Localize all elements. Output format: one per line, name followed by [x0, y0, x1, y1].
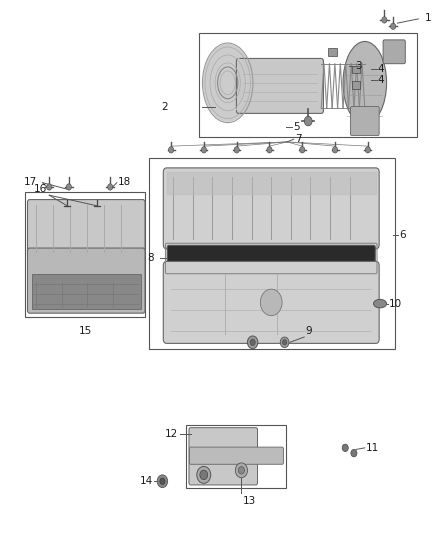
Circle shape [342, 444, 348, 451]
Ellipse shape [343, 42, 387, 124]
FancyBboxPatch shape [28, 199, 145, 257]
FancyBboxPatch shape [237, 59, 323, 114]
Circle shape [267, 147, 272, 153]
Text: 4: 4 [378, 75, 385, 85]
Text: 12: 12 [165, 429, 179, 439]
Bar [149, 158, 395, 349]
Text: 4: 4 [378, 64, 385, 74]
Bar [352, 66, 360, 73]
Text: 3: 3 [355, 61, 362, 71]
Text: 5: 5 [293, 122, 300, 132]
Text: 9: 9 [306, 326, 312, 336]
Circle shape [160, 478, 165, 484]
Circle shape [169, 147, 174, 153]
Circle shape [391, 23, 396, 29]
Bar [199, 33, 417, 136]
FancyBboxPatch shape [163, 261, 379, 343]
Circle shape [283, 340, 287, 345]
Bar [25, 192, 145, 317]
FancyBboxPatch shape [383, 40, 405, 64]
Circle shape [382, 17, 387, 23]
Circle shape [300, 147, 305, 153]
Bar [186, 424, 286, 488]
Circle shape [47, 184, 52, 190]
Text: 7: 7 [295, 134, 301, 144]
Text: 14: 14 [140, 477, 153, 486]
Bar [352, 81, 360, 88]
Circle shape [365, 147, 371, 153]
FancyBboxPatch shape [350, 107, 379, 135]
Circle shape [247, 336, 258, 349]
Circle shape [235, 463, 247, 478]
Circle shape [197, 466, 211, 483]
Bar [32, 274, 141, 309]
FancyBboxPatch shape [163, 168, 379, 249]
Circle shape [351, 449, 357, 457]
Text: 2: 2 [162, 102, 168, 112]
FancyBboxPatch shape [28, 248, 145, 313]
Circle shape [332, 147, 338, 153]
Text: 8: 8 [147, 254, 154, 263]
Circle shape [250, 339, 255, 345]
Circle shape [234, 147, 239, 153]
Circle shape [200, 470, 208, 480]
Ellipse shape [203, 44, 252, 122]
FancyBboxPatch shape [167, 245, 375, 272]
Circle shape [304, 116, 312, 126]
Text: 16: 16 [34, 184, 47, 193]
Text: 13: 13 [242, 496, 256, 506]
Circle shape [66, 184, 71, 190]
Text: 11: 11 [366, 443, 379, 453]
Circle shape [108, 184, 113, 190]
Circle shape [260, 289, 282, 316]
Text: 6: 6 [399, 230, 406, 240]
FancyBboxPatch shape [189, 447, 283, 464]
Text: 1: 1 [424, 13, 431, 23]
Text: 17: 17 [24, 176, 37, 187]
Circle shape [280, 337, 289, 348]
FancyBboxPatch shape [189, 427, 258, 485]
Ellipse shape [374, 300, 387, 308]
Bar [328, 47, 336, 56]
Text: 10: 10 [389, 298, 402, 309]
Circle shape [201, 147, 207, 153]
Text: 18: 18 [118, 176, 131, 187]
Circle shape [238, 466, 244, 474]
Text: 15: 15 [78, 326, 92, 336]
Circle shape [157, 475, 168, 488]
